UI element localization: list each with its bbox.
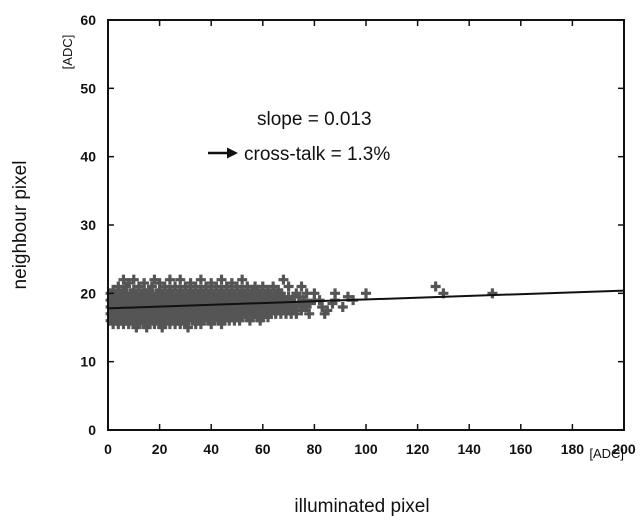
x-tick-label: 80 bbox=[307, 441, 323, 457]
data-point bbox=[154, 278, 165, 289]
y-tick-label: 0 bbox=[88, 422, 96, 438]
data-point bbox=[430, 281, 441, 292]
plot-frame bbox=[107, 19, 625, 431]
y-axis-unit-group: [ADC] bbox=[60, 35, 75, 70]
x-axis-title: illuminated pixel bbox=[294, 496, 429, 517]
data-point bbox=[185, 278, 196, 289]
data-point bbox=[293, 291, 304, 302]
data-point bbox=[487, 288, 498, 299]
data-point bbox=[139, 278, 150, 289]
data-point bbox=[361, 288, 371, 299]
x-tick-label: 140 bbox=[458, 441, 482, 457]
y-tick-label: 50 bbox=[80, 80, 96, 96]
data-point bbox=[257, 281, 268, 292]
data-points bbox=[105, 274, 498, 333]
data-point bbox=[278, 274, 289, 285]
data-point bbox=[226, 278, 237, 289]
data-point bbox=[211, 281, 222, 292]
data-point bbox=[146, 281, 157, 292]
data-point bbox=[206, 278, 217, 289]
x-tick-label: 40 bbox=[203, 441, 219, 457]
data-point bbox=[201, 281, 212, 292]
x-tick-label: 200 bbox=[612, 441, 636, 457]
y-tick-label: 10 bbox=[80, 354, 96, 370]
y-axis-ticks: 0 10 20 30 40 50 60 bbox=[80, 12, 624, 438]
data-point bbox=[268, 281, 279, 292]
y-axis-unit: [ADC] bbox=[60, 35, 75, 70]
y-axis-title: neighbour pixel bbox=[10, 161, 31, 290]
data-point bbox=[159, 281, 170, 292]
data-point bbox=[337, 302, 348, 312]
data-point bbox=[221, 281, 232, 292]
data-point bbox=[118, 274, 129, 285]
slope-annotation: slope = 0.013 bbox=[257, 109, 372, 130]
data-point bbox=[330, 288, 341, 299]
x-tick-label: 120 bbox=[406, 441, 430, 457]
y-axis-title-group: neighbour pixel bbox=[10, 161, 31, 290]
data-point bbox=[322, 305, 333, 316]
data-point bbox=[216, 274, 227, 285]
x-tick-label: 100 bbox=[354, 441, 378, 457]
data-point bbox=[175, 274, 186, 285]
data-point bbox=[149, 274, 160, 285]
data-point bbox=[317, 302, 328, 312]
crosstalk-annotation: cross-talk = 1.3% bbox=[244, 144, 390, 165]
y-tick-label: 20 bbox=[80, 285, 96, 301]
x-tick-label: 160 bbox=[509, 441, 533, 457]
x-tick-label: 20 bbox=[152, 441, 168, 457]
fit-line bbox=[107, 289, 625, 310]
x-tick-label: 180 bbox=[561, 441, 585, 457]
data-point bbox=[237, 274, 248, 285]
y-tick-label: 60 bbox=[80, 12, 96, 28]
data-point bbox=[180, 281, 191, 292]
data-point bbox=[296, 281, 307, 292]
data-point bbox=[283, 281, 294, 292]
data-point bbox=[190, 281, 201, 292]
x-axis-ticks: 0 20 40 60 80 100 120 140 160 180 200 bbox=[104, 20, 636, 457]
data-point bbox=[195, 274, 206, 285]
data-point bbox=[232, 281, 242, 292]
data-point bbox=[128, 274, 139, 285]
x-tick-label: 60 bbox=[255, 441, 271, 457]
data-point bbox=[299, 295, 310, 306]
data-point bbox=[133, 281, 144, 292]
data-point bbox=[304, 298, 315, 309]
data-point bbox=[170, 281, 181, 292]
data-point bbox=[164, 274, 175, 285]
x-tick-label: 0 bbox=[104, 441, 112, 457]
x-axis-unit: [ADC] bbox=[589, 446, 624, 461]
data-point bbox=[123, 278, 134, 289]
y-tick-label: 30 bbox=[80, 217, 96, 233]
data-point bbox=[304, 308, 315, 319]
arrow-right-icon bbox=[208, 147, 238, 159]
y-tick-label: 40 bbox=[80, 149, 96, 165]
data-point bbox=[309, 288, 320, 299]
